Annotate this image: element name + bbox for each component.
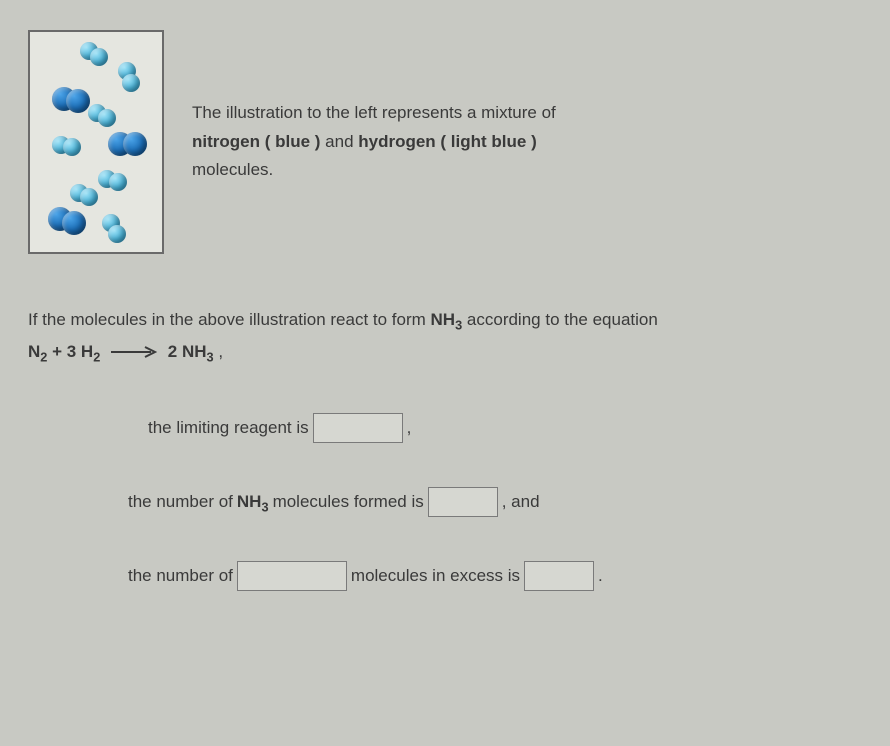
answer-line-excess: the number of molecules in excess is . <box>128 561 862 591</box>
excess-a: the number of <box>128 566 233 586</box>
and-word: and <box>320 132 358 151</box>
molecule-illustration <box>28 30 164 254</box>
q-intro-a: If the molecules in the above illustrati… <box>28 310 431 329</box>
period: . <box>598 566 603 586</box>
limiting-label: the limiting reagent is <box>148 418 309 438</box>
excess-b: molecules in excess is <box>351 566 520 586</box>
excess-count-input[interactable] <box>524 561 594 591</box>
eq-sub3: 3 <box>207 350 214 365</box>
desc-line2: nitrogen ( blue ) and hydrogen ( light b… <box>192 128 556 157</box>
reaction-arrow-icon <box>111 337 157 369</box>
nitrogen-label: nitrogen ( blue ) <box>192 132 320 151</box>
eq-rhs: 2 NH <box>168 342 207 361</box>
answer-line-nh3: the number of NH3 molecules formed is , … <box>128 487 862 517</box>
nh3-b-sub: 3 <box>261 499 268 514</box>
nh3-count-input[interactable] <box>428 487 498 517</box>
comma1: , <box>407 418 412 438</box>
answer-line-limiting: the limiting reagent is , <box>148 413 862 443</box>
eq-sub2b: 2 <box>93 350 100 365</box>
desc-line1: The illustration to the left represents … <box>192 99 556 128</box>
eq-n: N <box>28 342 40 361</box>
q-intro-b: according to the equation <box>462 310 658 329</box>
eq-comma: , <box>218 342 223 361</box>
eq-plus: + 3 H <box>47 342 93 361</box>
and-text: , and <box>502 492 540 512</box>
q-nh3: NH <box>431 310 456 329</box>
desc-line3: molecules. <box>192 156 556 185</box>
nh3-count-b: molecules formed is <box>273 492 424 512</box>
description-text: The illustration to the left represents … <box>192 99 556 186</box>
excess-species-input[interactable] <box>237 561 347 591</box>
nh3-b: NH <box>237 492 262 511</box>
hydrogen-label: hydrogen ( light blue ) <box>358 132 536 151</box>
question-text: If the molecules in the above illustrati… <box>28 304 862 369</box>
limiting-reagent-input[interactable] <box>313 413 403 443</box>
nh3-count-a: the number of <box>128 492 233 512</box>
